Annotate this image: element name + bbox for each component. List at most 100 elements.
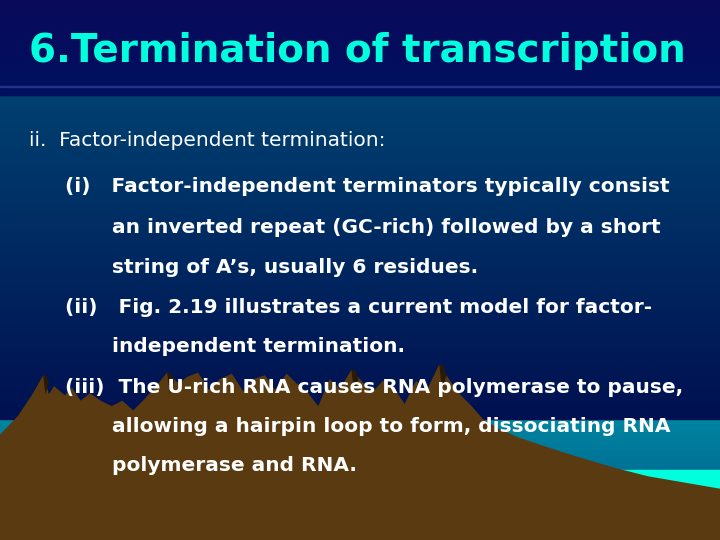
Bar [0,512,720,517]
Bar [0,521,720,526]
Text: (ii)   Fig. 2.19 illustrates a current model for factor-: (ii) Fig. 2.19 illustrates a current mod… [65,298,652,318]
Bar [0,260,720,266]
Polygon shape [439,364,446,390]
Bar [0,417,720,423]
Bar [0,350,720,355]
Bar [0,246,720,252]
Bar [0,535,720,540]
Bar [0,476,720,482]
Bar [0,471,720,477]
Bar [0,125,720,131]
Bar [0,363,720,369]
Bar [0,530,720,536]
Bar [0,341,720,347]
Bar [0,233,720,239]
Bar [0,278,720,284]
Bar [0,17,720,23]
Polygon shape [351,370,359,393]
Bar [0,84,720,90]
Bar [0,305,720,310]
Text: (iii)  The U-rich RNA causes RNA polymerase to pause,: (iii) The U-rich RNA causes RNA polymera… [65,377,683,397]
Bar [0,255,720,261]
Bar [0,309,720,315]
Polygon shape [167,373,174,394]
Text: an inverted repeat (GC-rich) followed by a short: an inverted repeat (GC-rich) followed by… [112,218,660,238]
Bar [0,22,720,27]
Bar [0,346,720,351]
Bar [0,444,720,450]
Bar [0,224,720,230]
Bar [0,93,720,99]
Bar [0,12,720,18]
Bar [0,525,720,531]
Bar [0,422,720,428]
Bar [0,454,720,459]
Bar [0,62,720,68]
Bar [0,390,720,396]
Bar [0,39,720,45]
Text: polymerase and RNA.: polymerase and RNA. [112,456,356,475]
Bar [0,287,720,293]
Bar [0,107,720,112]
Bar [0,435,720,441]
Bar [0,503,720,509]
Bar [0,179,720,185]
Bar [0,184,720,189]
Bar [0,449,720,455]
Bar [0,431,720,436]
Bar [0,467,720,472]
Bar [0,296,720,301]
Bar [0,489,720,495]
Text: ii.  Factor-independent termination:: ii. Factor-independent termination: [29,131,385,150]
Bar [0,152,720,158]
Bar [0,219,720,225]
Bar [0,516,720,522]
Bar [0,197,720,202]
Polygon shape [0,364,720,540]
Bar [0,332,720,338]
Bar [0,26,720,31]
Bar [0,400,720,405]
Bar [0,251,720,256]
Bar [0,485,720,490]
Bar [0,211,720,216]
Bar [0,354,720,360]
Bar [0,494,720,500]
Bar [0,458,720,463]
Bar [0,327,720,333]
Bar [0,265,720,270]
Bar [0,57,720,63]
Bar [0,0,720,4]
Bar [0,314,720,320]
Bar [0,188,720,193]
Text: allowing a hairpin loop to form, dissociating RNA: allowing a hairpin loop to form, dissoci… [112,417,670,436]
Bar [0,80,720,85]
Text: 6.Termination of transcription: 6.Termination of transcription [29,32,685,70]
Bar [0,134,720,139]
Bar [0,323,720,328]
Bar [0,413,720,418]
Bar [0,440,720,445]
Bar [0,242,720,247]
Bar [0,66,720,72]
Text: independent termination.: independent termination. [112,337,405,356]
Bar [0,481,720,486]
Bar [0,76,720,81]
Bar [0,44,720,50]
Bar [0,273,720,279]
Bar [0,359,720,364]
Bar [0,157,720,162]
Bar [0,292,720,297]
Bar [0,147,720,153]
Bar [0,319,720,324]
Bar [0,86,720,87]
Bar [0,408,720,414]
Bar [0,161,720,166]
Bar [0,103,720,108]
Bar [0,174,720,180]
Bar [0,377,720,382]
Bar [0,368,720,374]
Bar [0,373,720,378]
Text: string of A’s, usually 6 residues.: string of A’s, usually 6 residues. [112,258,478,277]
Bar [0,170,720,176]
